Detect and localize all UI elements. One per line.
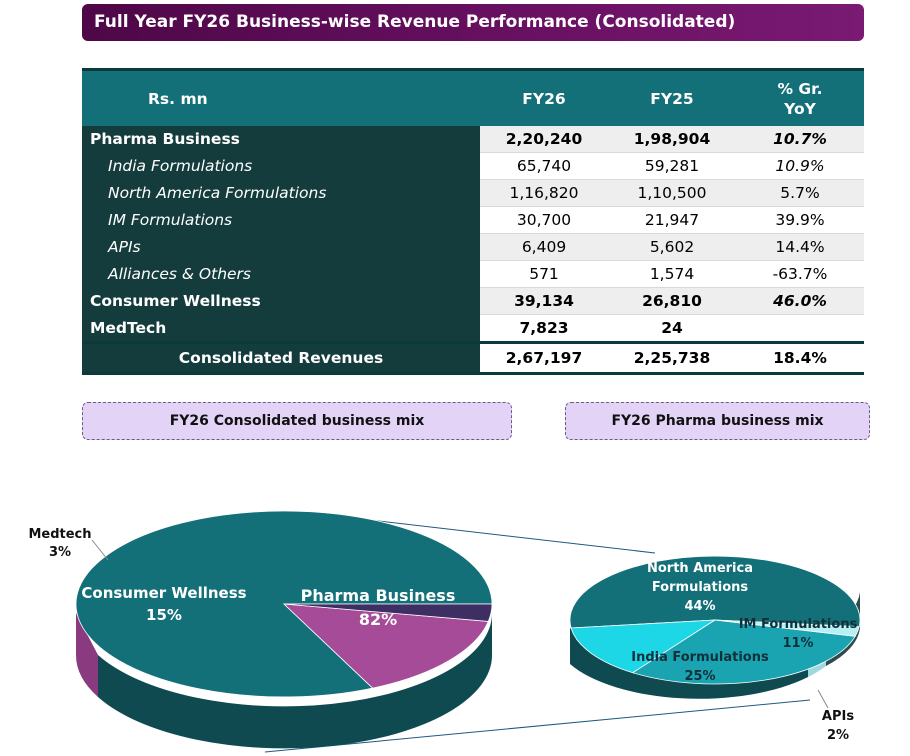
total-fy25: 2,25,738 [608, 341, 736, 375]
consumer-wellness-slice-value: 15% [146, 606, 182, 624]
medtech-leader-line [91, 539, 109, 561]
cell-growth [736, 314, 864, 343]
row-label: Pharma Business [82, 126, 480, 153]
pharma-business-side [98, 613, 493, 749]
cell-growth: 46.0% [736, 287, 864, 315]
na-slice-label-2: Formulations [652, 580, 749, 595]
table-row: MedTech 7,823 24 [82, 314, 864, 343]
cell-fy26: 6,409 [480, 233, 608, 261]
im-slice-value: 11% [782, 636, 813, 651]
pie-slice-north-america-formulations [569, 555, 861, 629]
row-label: MedTech [82, 314, 480, 343]
cell-fy26: 30,700 [480, 206, 608, 234]
india-slice-label: India Formulations [631, 650, 769, 665]
cell-growth: -63.7% [736, 260, 864, 288]
consumer-wellness-slice-label: Consumer Wellness [81, 584, 246, 602]
revenue-table: Rs. mn FY26 FY25 % Gr. YoY Pharma Busine… [82, 68, 864, 375]
cell-fy25: 21,947 [608, 206, 736, 234]
table-row: North America Formulations 1,16,820 1,10… [82, 179, 864, 207]
row-label: North America Formulations [82, 179, 480, 207]
medtech-slice-value: 3% [49, 545, 71, 560]
im-slice-label: IM Formulations [739, 617, 858, 632]
cell-fy26: 7,823 [480, 314, 608, 343]
cell-fy25: 1,574 [608, 260, 736, 288]
row-label: APIs [82, 233, 480, 261]
cell-growth: 39.9% [736, 206, 864, 234]
consumer-wellness-side [75, 613, 98, 697]
apis-leader-line [817, 689, 829, 709]
na-slice-value: 44% [684, 599, 715, 614]
row-label: Alliances & Others [82, 260, 480, 288]
header-unit: Rs. mn [82, 68, 480, 126]
cell-fy25: 1,10,500 [608, 179, 736, 207]
table-row: Pharma Business 2,20,240 1,98,904 10.7% [82, 126, 864, 153]
header-fy26: FY26 [480, 68, 608, 126]
medtech-slice-label: Medtech [28, 527, 91, 542]
consolidated-mix-title: FY26 Consolidated business mix [82, 402, 512, 440]
table-total-row: Consolidated Revenues 2,67,197 2,25,738 … [82, 341, 864, 375]
pharma-slice-value: 82% [359, 610, 397, 629]
cell-fy25: 1,98,904 [608, 126, 736, 153]
pie-slice-consumer-wellness [282, 603, 489, 689]
connector-line-top [369, 519, 656, 554]
table-header-row: Rs. mn FY26 FY25 % Gr. YoY [82, 68, 864, 126]
pharma-slice-label: Pharma Business [301, 586, 456, 605]
consolidated-pie-side [75, 613, 493, 749]
cell-fy25: 24 [608, 314, 736, 343]
cell-growth: 10.7% [736, 126, 864, 153]
cell-fy26: 1,16,820 [480, 179, 608, 207]
pie-slice-medtech [283, 603, 493, 622]
cell-growth: 10.9% [736, 152, 864, 180]
pie-slice-im-formulations [570, 619, 717, 674]
row-label: India Formulations [82, 152, 480, 180]
table-row: Consumer Wellness 39,134 26,810 46.0% [82, 287, 864, 315]
cell-fy25: 26,810 [608, 287, 736, 315]
pie-slice-india-formulations [631, 619, 856, 685]
table-row: IM Formulations 30,700 21,947 39.9% [82, 206, 864, 234]
header-fy25: FY25 [608, 68, 736, 126]
business-mix-pies: Pharma Business 82% Consumer Wellness 15… [28, 510, 861, 753]
table-row: APIs 6,409 5,602 14.4% [82, 233, 864, 261]
pharma-mix-title: FY26 Pharma business mix [565, 402, 870, 440]
header-growth: % Gr. YoY [736, 68, 864, 126]
pharma-pie [569, 555, 861, 685]
consolidated-pie [75, 510, 493, 698]
na-slice-label-1: North America [647, 561, 753, 576]
row-label: IM Formulations [82, 206, 480, 234]
apis-slice-label: APIs [822, 709, 854, 724]
table-row: Alliances & Others 571 1,574 -63.7% [82, 260, 864, 288]
total-fy26: 2,67,197 [480, 341, 608, 375]
page-title: Full Year FY26 Business-wise Revenue Per… [82, 4, 864, 41]
table-row: India Formulations 65,740 59,281 10.9% [82, 152, 864, 180]
cell-growth: 5.7% [736, 179, 864, 207]
header-growth-text: % Gr. YoY [777, 79, 823, 118]
cell-fy26: 39,134 [480, 287, 608, 315]
cell-fy25: 59,281 [608, 152, 736, 180]
cell-fy26: 2,20,240 [480, 126, 608, 153]
total-label: Consolidated Revenues [82, 341, 480, 375]
india-slice-value: 25% [684, 669, 715, 684]
cell-fy26: 571 [480, 260, 608, 288]
connector-line-bottom [264, 699, 811, 753]
cell-fy25: 5,602 [608, 233, 736, 261]
apis-slice-value: 2% [827, 728, 849, 743]
cell-growth: 14.4% [736, 233, 864, 261]
row-label: Consumer Wellness [82, 287, 480, 315]
cell-fy26: 65,740 [480, 152, 608, 180]
total-growth: 18.4% [736, 341, 864, 375]
pie-slice-apis [714, 619, 860, 637]
